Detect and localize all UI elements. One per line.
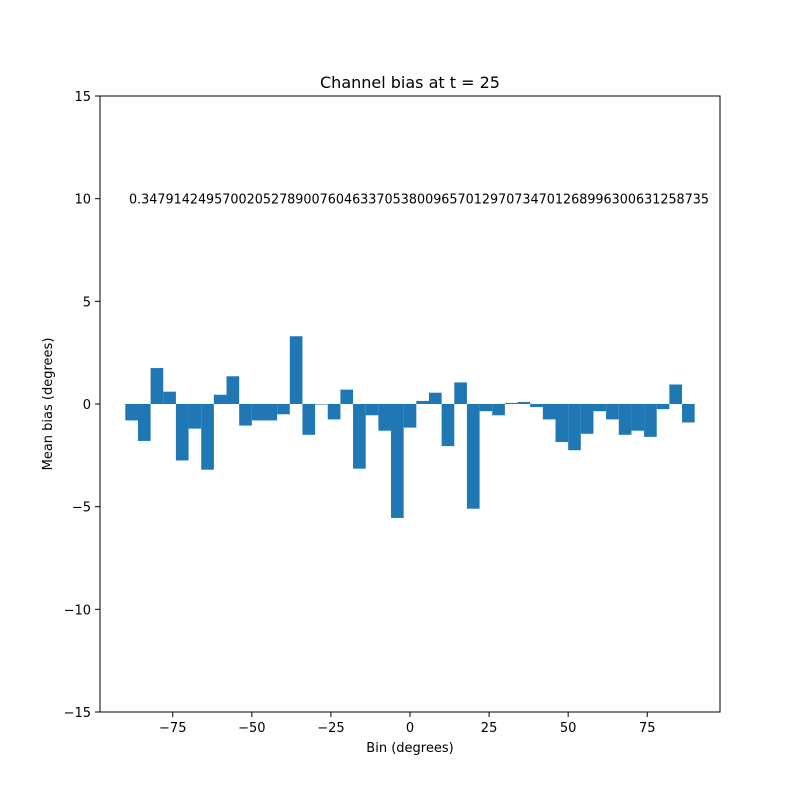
bar — [264, 404, 278, 421]
bar — [277, 404, 290, 415]
bar — [163, 391, 176, 404]
bar — [656, 404, 670, 410]
x-tick-label: −25 — [317, 721, 344, 736]
y-axis: −15 −10 −5 0 5 10 15 — [64, 90, 100, 721]
bar — [504, 402, 518, 404]
bar — [353, 404, 366, 469]
bar — [302, 404, 316, 435]
bar — [239, 404, 252, 426]
bar — [365, 404, 379, 416]
annotation-group: 0.34791424957002052789007604633705380096… — [129, 193, 709, 208]
bar — [479, 404, 493, 412]
bar — [428, 392, 442, 404]
bars-group — [125, 336, 695, 518]
x-tick-label: 25 — [481, 721, 498, 736]
chart-title: Channel bias at t = 25 — [320, 73, 500, 92]
bar — [555, 404, 569, 442]
x-tick-label: 50 — [560, 721, 577, 736]
bar — [682, 404, 695, 423]
bar — [391, 404, 404, 518]
bar — [175, 404, 189, 461]
x-tick-label: 75 — [639, 721, 656, 736]
bar — [403, 404, 417, 428]
y-tick-label: −15 — [64, 706, 91, 721]
bar — [669, 384, 683, 404]
bar — [213, 394, 227, 404]
y-tick-label: 0 — [83, 398, 91, 413]
x-tick-label: 0 — [406, 721, 414, 736]
bar — [226, 376, 240, 404]
x-tick-label: −50 — [238, 721, 265, 736]
y-tick-label: −10 — [64, 603, 91, 618]
y-tick-label: −5 — [72, 501, 91, 516]
bar — [327, 404, 341, 420]
bar — [492, 404, 505, 416]
bar — [542, 404, 556, 420]
bar — [644, 404, 657, 437]
x-axis-label: Bin (degrees) — [366, 741, 453, 756]
y-tick-label: 15 — [74, 90, 91, 105]
bar — [340, 389, 354, 404]
bar — [580, 404, 594, 434]
bar — [517, 401, 531, 404]
bar — [378, 404, 392, 431]
bar — [188, 404, 202, 429]
bar — [618, 404, 632, 435]
x-tick-label: −75 — [159, 721, 186, 736]
bar — [593, 404, 607, 412]
bar — [251, 404, 265, 421]
bar — [150, 368, 164, 404]
bar — [137, 404, 151, 441]
bar — [606, 404, 619, 420]
y-tick-label: 5 — [83, 295, 91, 310]
bar — [454, 382, 467, 404]
bar — [289, 336, 303, 404]
bar — [441, 404, 455, 447]
bar — [568, 404, 581, 451]
bar — [201, 404, 214, 470]
bar — [530, 404, 543, 408]
bar — [125, 404, 138, 421]
bar — [315, 404, 328, 405]
y-tick-label: 10 — [74, 193, 91, 208]
bar — [466, 404, 480, 509]
bar — [631, 404, 645, 431]
bar — [416, 400, 429, 404]
annotation-text: 0.34791424957002052789007604633705380096… — [129, 193, 709, 208]
x-axis: −75 −50 −25 0 25 50 75 — [159, 712, 656, 736]
y-axis-label: Mean bias (degrees) — [41, 338, 56, 471]
